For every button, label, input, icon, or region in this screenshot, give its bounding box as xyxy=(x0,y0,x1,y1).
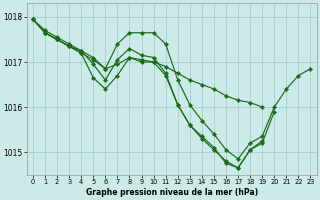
X-axis label: Graphe pression niveau de la mer (hPa): Graphe pression niveau de la mer (hPa) xyxy=(86,188,258,197)
